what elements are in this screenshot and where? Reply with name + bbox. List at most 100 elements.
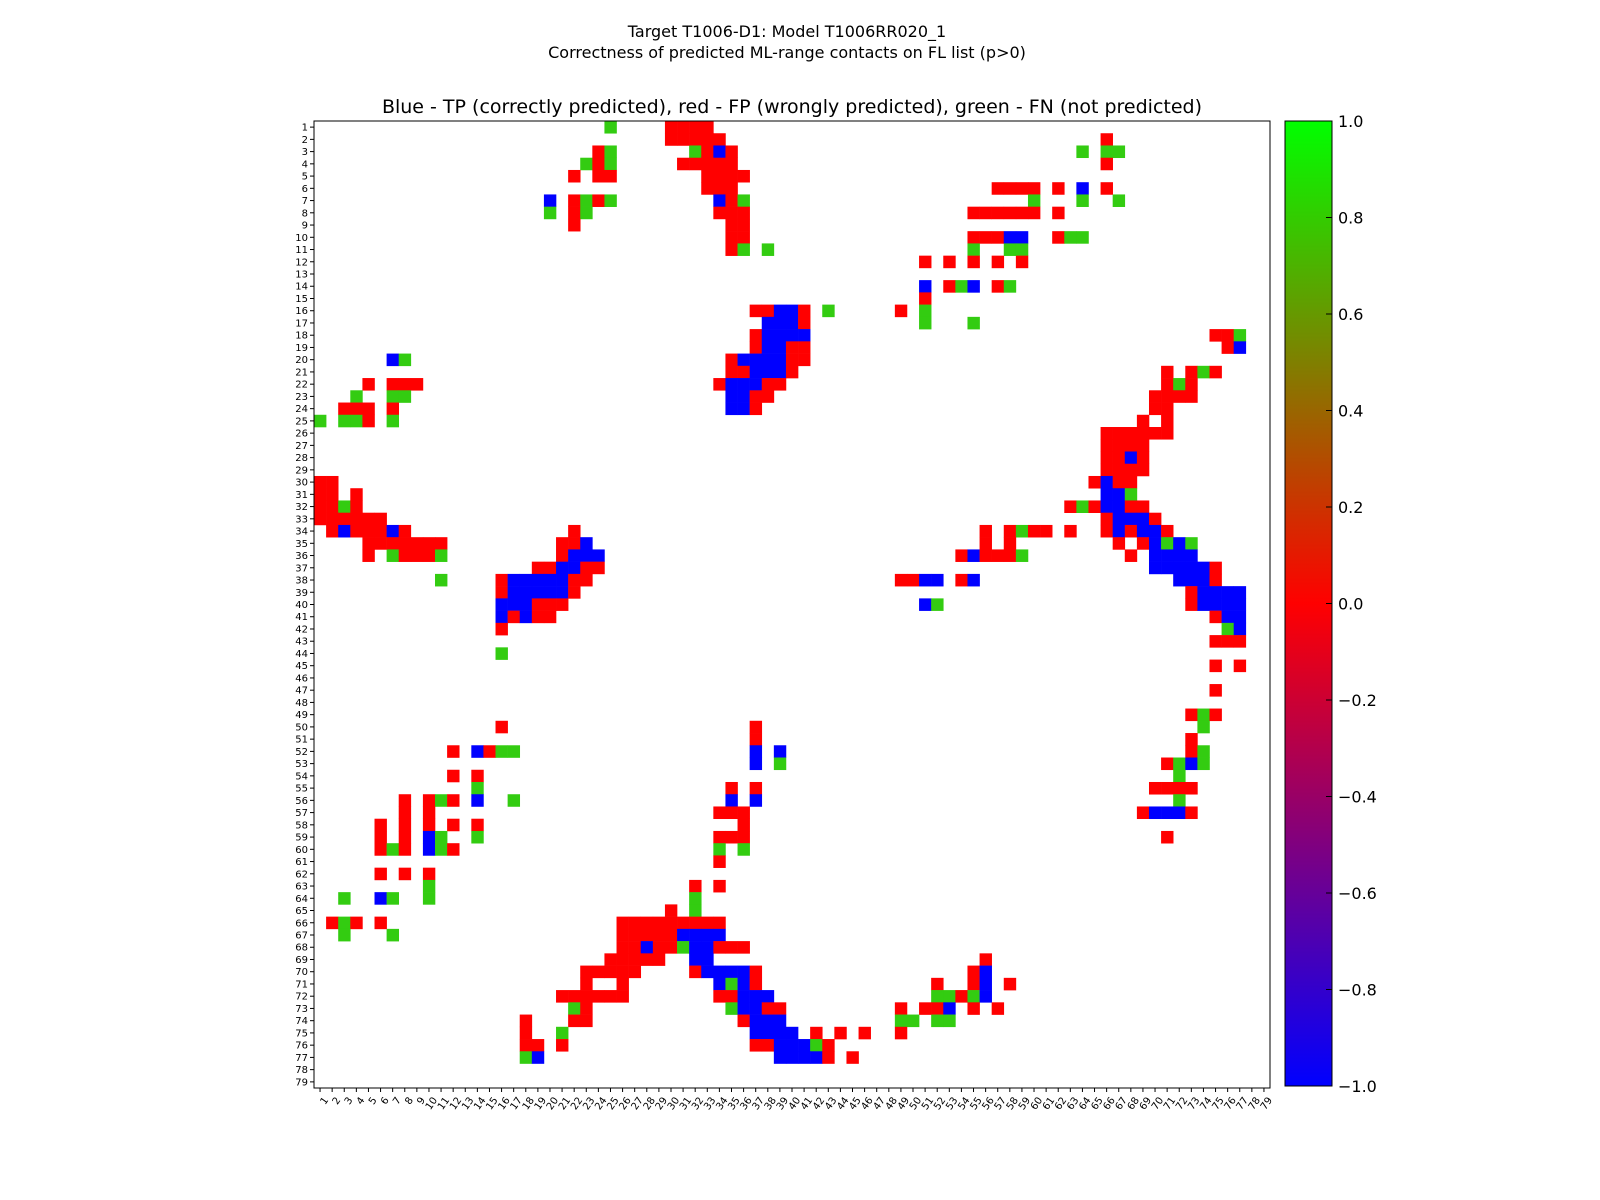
cell-fp-r10-c56 (979, 231, 992, 244)
cell-fp-r4-c66 (1100, 157, 1113, 171)
cell-fp-r70-c26 (616, 965, 629, 979)
cell-tp-r34-c67 (1112, 524, 1126, 538)
cell-fp-r74-c22 (568, 1014, 581, 1028)
cell-fp-r31-c4 (350, 488, 363, 501)
cell-fp-r26-c71 (1161, 427, 1174, 440)
cell-fp-r37-c19 (531, 561, 545, 575)
cell-fp-r22-c73 (1185, 378, 1198, 391)
cell-fp-r69-c56 (979, 953, 992, 966)
cell-tp-r37-c70 (1148, 561, 1162, 575)
cell-fp-r30-c1 (314, 475, 327, 489)
cell-fp-r20-c40 (785, 353, 799, 367)
cell-fn-r53-c39 (773, 757, 787, 771)
suptitle-line-2: Correctness of predicted ML-range contac… (548, 43, 1026, 62)
cell-tp-r37-c73 (1185, 561, 1198, 575)
cell-fp-r68-c30 (664, 941, 678, 954)
cell-fp-r74-c23 (580, 1014, 593, 1028)
cell-tp-r74-c39 (773, 1014, 787, 1028)
cell-fn-r64-c7 (386, 892, 400, 905)
cell-fp-r34-c56 (979, 524, 992, 538)
y-tick-label: 30 (295, 478, 308, 489)
y-tick-label: 21 (295, 367, 308, 378)
cell-fp-r43-c76 (1221, 635, 1234, 648)
cell-fp-r23-c70 (1148, 390, 1162, 403)
cell-fp-r34-c6 (374, 524, 387, 538)
cell-fp-r2-c32 (689, 133, 702, 146)
cell-fp-r2-c34 (713, 133, 726, 146)
cell-fp-r77-c43 (822, 1051, 835, 1064)
cell-tp-r18-c38 (761, 329, 775, 342)
cell-tp-r20-c36 (737, 353, 750, 367)
cell-fn-r36-c7 (386, 549, 400, 562)
cell-fp-r19-c40 (785, 341, 799, 354)
cell-fp-r21-c35 (725, 365, 738, 379)
cell-fp-r76-c37 (749, 1039, 763, 1052)
cell-fn-r8-c23 (580, 206, 593, 220)
cell-fn-r25-c1 (314, 414, 327, 428)
cell-tp-r38-c73 (1185, 573, 1198, 587)
cell-fp-r39-c73 (1185, 586, 1198, 599)
cell-fn-r4-c25 (604, 157, 617, 171)
cell-tp-r53-c73 (1185, 757, 1198, 771)
y-tick-label: 54 (295, 771, 308, 782)
cell-fn-r25-c4 (350, 414, 363, 428)
cell-fn-r72-c55 (967, 990, 980, 1003)
cell-fp-r55-c71 (1161, 781, 1174, 795)
cell-tp-r6-c64 (1076, 182, 1089, 195)
cell-fp-r72-c25 (604, 990, 617, 1003)
cell-fp-r24-c7 (386, 402, 400, 416)
cell-fp-r38-c23 (580, 573, 593, 587)
suptitle-line-1: Target T1006-D1: Model T1006RR020_1 (627, 22, 946, 42)
cell-fp-r36-c9 (410, 549, 424, 562)
cell-fp-r26-c70 (1148, 427, 1162, 440)
y-tick-label: 8 (302, 208, 308, 219)
y-tick-label: 69 (295, 955, 308, 966)
cell-tp-r39-c20 (543, 586, 557, 599)
cell-fp-r35-c7 (386, 537, 400, 550)
cell-fp-r36-c56 (979, 549, 992, 562)
cell-fp-r73-c39 (773, 1002, 787, 1015)
cell-fp-r24-c5 (362, 402, 375, 416)
cell-fp-r72-c35 (725, 990, 738, 1003)
cell-fp-r35-c67 (1112, 537, 1126, 550)
colorbar-tick-label: −0.8 (1338, 981, 1377, 1000)
cell-fp-r60-c12 (447, 843, 460, 856)
x-axis-ticks: 1 2 3 4 5 6 7 8 91011121314151617181920212223242… (319, 1088, 1275, 1112)
cell-fp-r43-c77 (1233, 635, 1247, 648)
cell-fp-r5-c25 (604, 169, 617, 183)
cell-fp-r68-c26 (616, 941, 629, 954)
cell-fp-r72-c24 (592, 990, 605, 1003)
cell-fp-r76-c18 (519, 1039, 533, 1052)
cell-tp-r38-c74 (1197, 573, 1210, 587)
cell-fp-r9-c36 (737, 218, 750, 232)
cell-tp-r35-c72 (1173, 537, 1186, 550)
cell-fp-r35-c58 (1003, 537, 1017, 550)
cell-fp-r2-c31 (677, 133, 690, 146)
axes-title: Blue - TP (correctly predicted), red - F… (382, 96, 1202, 118)
cell-fn-r18-c77 (1233, 329, 1247, 342)
cell-fp-r57-c34 (713, 806, 726, 820)
cell-fp-r73-c38 (761, 1002, 775, 1015)
colorbar-tick-label: 0.2 (1338, 498, 1363, 517)
colorbar-tick-label: −0.4 (1338, 788, 1377, 807)
cell-tp-r30-c66 (1100, 475, 1113, 489)
cell-fp-r5-c22 (568, 169, 581, 183)
cell-tp-r22-c35 (725, 378, 738, 391)
cell-fp-r32-c63 (1064, 500, 1077, 513)
cell-fp-r2-c30 (664, 133, 678, 146)
cell-fp-r32-c4 (350, 500, 363, 513)
cell-fp-r8-c22 (568, 206, 581, 220)
cell-fp-r5-c33 (701, 169, 714, 183)
cell-tp-r67-c34 (713, 928, 726, 942)
cell-fp-r27-c68 (1124, 439, 1138, 452)
y-tick-label: 68 (295, 943, 308, 954)
y-tick-label: 57 (295, 808, 308, 819)
cell-tp-r21-c38 (761, 365, 775, 379)
cell-fp-r1-c32 (689, 121, 702, 134)
cell-fp-r66-c2 (326, 916, 339, 930)
cell-tp-r34-c69 (1136, 524, 1150, 538)
cell-fp-r21-c75 (1209, 365, 1222, 379)
cell-fn-r75-c21 (556, 1026, 569, 1040)
cell-fp-r66-c34 (713, 916, 726, 930)
